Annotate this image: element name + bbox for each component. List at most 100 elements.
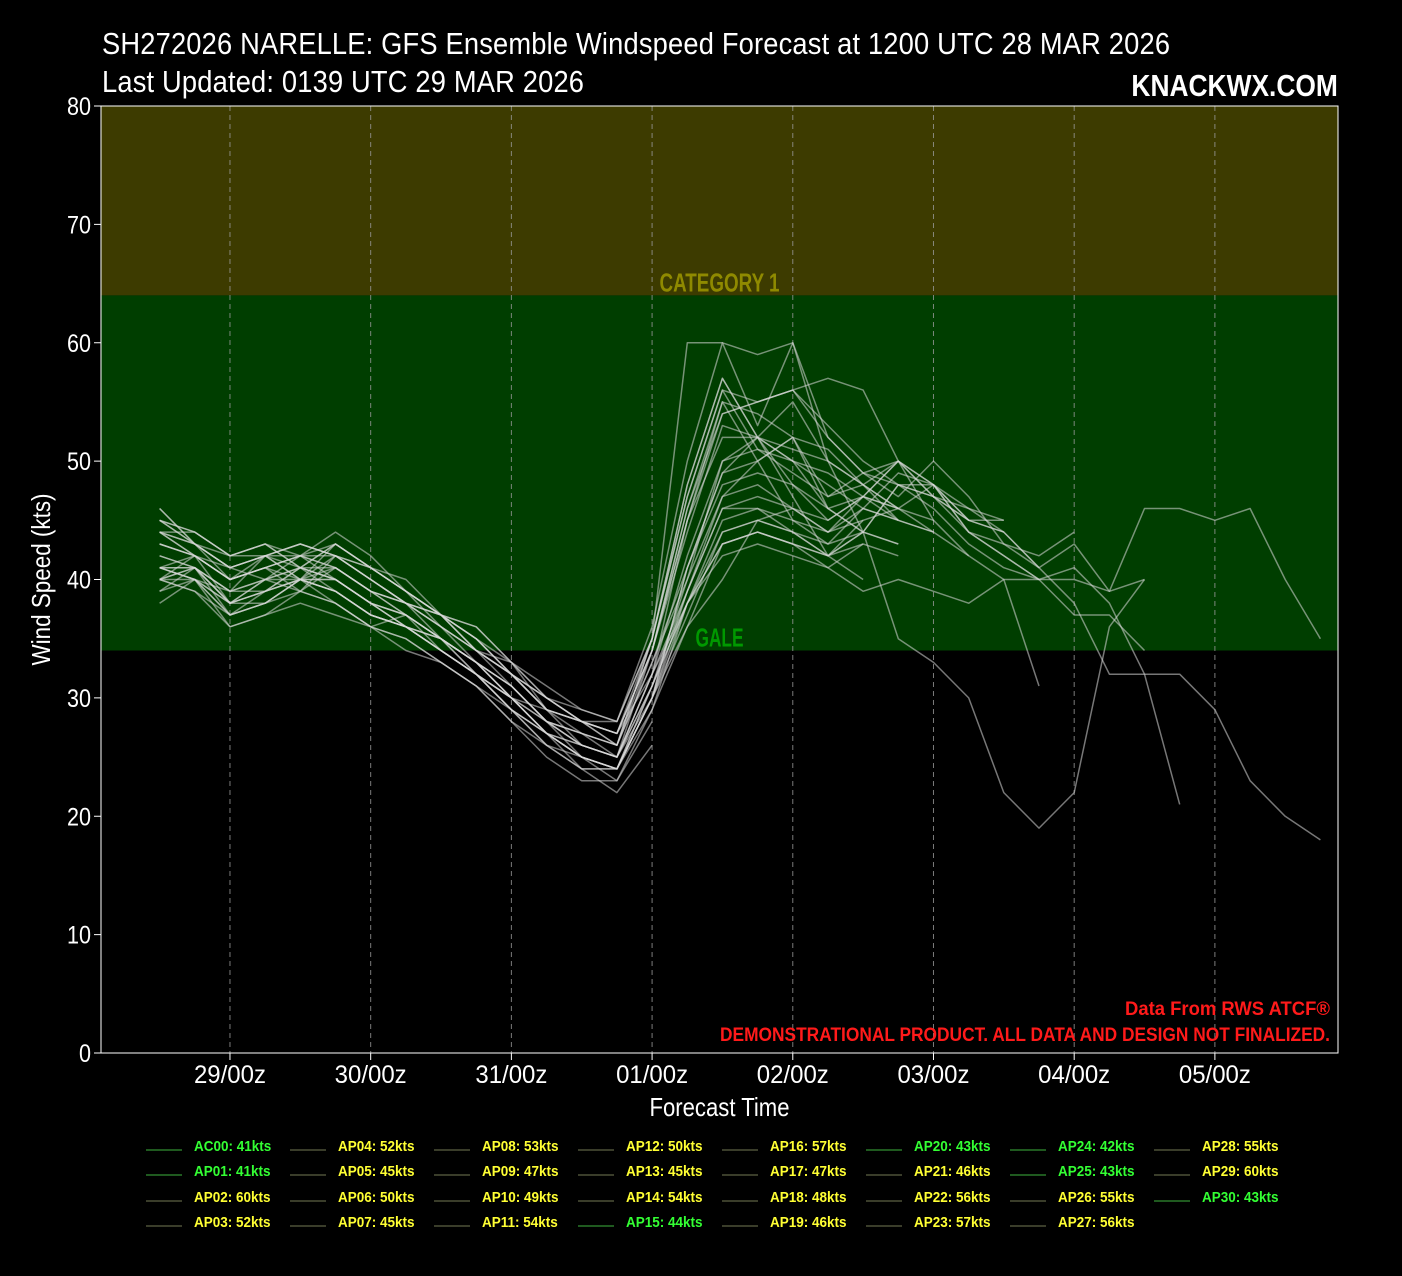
legend-swatch xyxy=(290,1174,326,1177)
series-line-ap28 xyxy=(159,401,1181,805)
legend-label: AP29: 60kts xyxy=(1202,1163,1279,1181)
x-tick-label: 05/00z xyxy=(1179,1061,1251,1089)
series-line-ap23 xyxy=(159,377,1040,723)
legend-swatch xyxy=(434,1174,470,1177)
ensemble-lines xyxy=(159,342,1322,841)
legend-swatch xyxy=(146,1174,182,1177)
x-axis-label: Forecast Time xyxy=(650,1092,790,1122)
legend-swatch xyxy=(290,1199,326,1202)
legend-swatch xyxy=(578,1174,614,1177)
y-tick-label: 20 xyxy=(67,803,91,831)
legend-label: AP02: 60kts xyxy=(194,1188,271,1206)
legend-label: AP13: 45kts xyxy=(626,1163,703,1181)
legend-swatch xyxy=(866,1174,902,1177)
legend-label: AP11: 54kts xyxy=(482,1213,558,1231)
legend-swatch xyxy=(434,1224,470,1227)
band-labels: CATEGORY 1 GALE xyxy=(660,267,780,652)
legend-label: AP07: 45kts xyxy=(338,1213,415,1231)
legend-swatch xyxy=(722,1199,758,1202)
legend-label: AP16: 57kts xyxy=(770,1138,847,1155)
band-label: CATEGORY 1 xyxy=(660,267,780,297)
x-tick-label: 30/00z xyxy=(335,1061,407,1089)
y-tick-label: 80 xyxy=(67,93,91,121)
legend-swatch xyxy=(722,1149,758,1151)
legend-swatch xyxy=(1010,1199,1046,1202)
legend-label: AP30: 43kts xyxy=(1202,1188,1279,1206)
legend-swatch xyxy=(1154,1199,1190,1202)
chart-title: SH272026 NARELLE: GFS Ensemble Windspeed… xyxy=(102,26,1171,61)
series-line-ap20 xyxy=(159,531,1146,770)
series-line-ap29 xyxy=(159,342,1146,829)
legend-label: AP05: 45kts xyxy=(338,1163,415,1181)
x-tick-label: 01/00z xyxy=(616,1061,688,1089)
legend-label: AP24: 42kts xyxy=(1058,1138,1135,1155)
axes: 0 10 20 30 40 50 60 70 80 29/00z 30/00z 31/00z 01/00… xyxy=(26,93,1339,1122)
last-updated: Last Updated: 0139 UTC 29 MAR 2026 xyxy=(102,64,585,99)
series-line-ap24 xyxy=(159,543,899,758)
legend-label: AP06: 50kts xyxy=(338,1188,415,1206)
legend-label: AC00: 41kts xyxy=(194,1138,272,1155)
chart-notes: Data From RWS ATCF® DEMONSTRATIONAL PROD… xyxy=(720,999,1330,1046)
legend-swatch xyxy=(578,1224,614,1227)
legend-label: AP22: 56kts xyxy=(914,1188,991,1206)
band-label: GALE xyxy=(696,623,744,653)
y-tick-label: 0 xyxy=(79,1040,91,1068)
legend-swatch xyxy=(866,1199,902,1202)
legend-label: AP04: 52kts xyxy=(338,1138,415,1155)
legend-label: AP01: 41kts xyxy=(194,1163,271,1181)
legend-label: AP27: 56kts xyxy=(1058,1213,1135,1231)
legend-label: AP08: 53kts xyxy=(482,1138,559,1155)
y-tick-label: 60 xyxy=(67,330,91,358)
series-line-ap30 xyxy=(159,531,899,770)
y-tick-label: 50 xyxy=(67,448,91,476)
legend-label: AP19: 46kts xyxy=(770,1213,847,1231)
legend-label: AP26: 55kts xyxy=(1058,1188,1135,1206)
legend-swatch xyxy=(1010,1149,1046,1151)
vertical-gridlines xyxy=(229,106,1216,1053)
legend-swatch xyxy=(866,1149,902,1151)
legend-swatch xyxy=(290,1149,326,1151)
x-tick-label: 03/00z xyxy=(897,1061,969,1089)
legend-label: AP17: 47kts xyxy=(770,1163,847,1181)
legend-label: AP03: 52kts xyxy=(194,1213,271,1231)
legend-label: AP28: 55kts xyxy=(1202,1138,1279,1155)
disclaimer-note: DEMONSTRATIONAL PRODUCT. ALL DATA AND DE… xyxy=(720,1025,1330,1046)
legend-label: AP25: 43kts xyxy=(1058,1163,1135,1181)
y-tick-label: 40 xyxy=(67,567,91,595)
y-tick-label: 10 xyxy=(67,922,91,950)
legend-swatch xyxy=(434,1199,470,1202)
x-tick-label: 04/00z xyxy=(1038,1061,1110,1089)
y-axis-label: Wind Speed (kts) xyxy=(26,494,56,666)
legend-swatch xyxy=(1154,1174,1190,1177)
x-tick-label: 29/00z xyxy=(194,1061,266,1089)
series-line-ap27 xyxy=(159,389,1321,841)
legend-swatch xyxy=(578,1199,614,1202)
y-tick-label: 30 xyxy=(67,685,91,713)
legend-label: AP14: 54kts xyxy=(626,1188,703,1206)
legend-swatch xyxy=(1010,1224,1046,1227)
y-tick-label: 70 xyxy=(67,211,91,239)
legend-label: AP20: 43kts xyxy=(914,1138,991,1155)
intensity-bands xyxy=(101,106,1338,651)
legend-swatch xyxy=(1154,1149,1190,1151)
legend-swatch xyxy=(146,1199,182,1202)
x-tick-label: 31/00z xyxy=(475,1061,547,1089)
x-tick-label: 02/00z xyxy=(757,1061,829,1089)
legend-label: AP18: 48kts xyxy=(770,1188,847,1206)
data-source-note: Data From RWS ATCF® xyxy=(1125,999,1330,1020)
legend-swatch xyxy=(722,1174,758,1177)
legend-label: AP09: 47kts xyxy=(482,1163,559,1181)
legend-swatch xyxy=(866,1224,902,1227)
legend-label: AP21: 46kts xyxy=(914,1163,991,1181)
legend-swatch xyxy=(290,1224,326,1227)
legend-swatch xyxy=(578,1149,614,1151)
legend-swatch xyxy=(722,1224,758,1227)
legend-swatch xyxy=(434,1149,470,1151)
legend-swatch xyxy=(1010,1174,1046,1177)
brand-logo-text: KNACKWX.COM xyxy=(1131,68,1338,103)
legend-swatch xyxy=(146,1224,182,1227)
legend-label: AP23: 57kts xyxy=(914,1213,991,1231)
legend-label: AP10: 49kts xyxy=(482,1188,559,1206)
legend-swatch xyxy=(146,1149,182,1151)
